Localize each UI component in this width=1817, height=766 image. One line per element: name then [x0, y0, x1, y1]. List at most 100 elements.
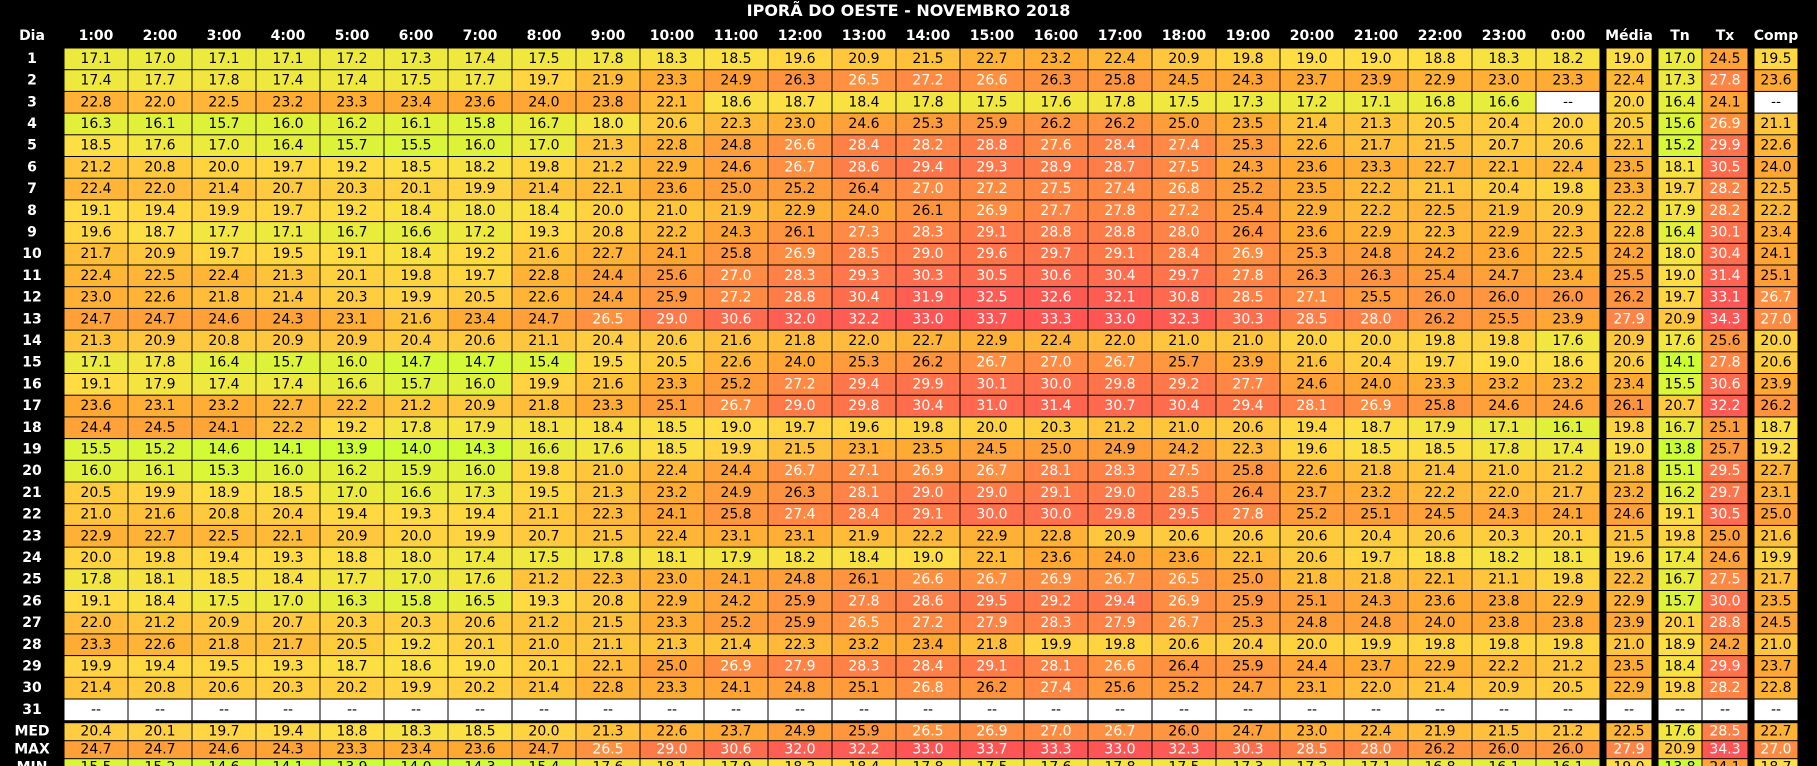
cell-value: 28.5 [848, 246, 879, 262]
day-label: 8 [27, 203, 37, 219]
heat-cell [512, 48, 576, 70]
cell-value: 17.8 [1104, 94, 1135, 110]
cell-value: 28.0 [1360, 311, 1391, 327]
heat-cell [576, 374, 640, 395]
cell-value: 27.4 [1168, 138, 1199, 154]
heat-cell [576, 352, 640, 373]
heat-cell [960, 48, 1024, 70]
cell-value: 16.2 [1664, 485, 1695, 501]
cell-value: 17.4 [1552, 441, 1583, 457]
column-header: 5:00 [335, 28, 370, 44]
column-header: 10:00 [650, 28, 695, 44]
cell-value: 17.1 [208, 51, 239, 67]
cell-value: 23.9 [1360, 73, 1391, 89]
cell-value: -- [411, 702, 421, 718]
heat-cell [320, 200, 384, 222]
heat-cell [1754, 723, 1798, 741]
heat-cell [960, 569, 1024, 590]
cell-value: 22.8 [1613, 224, 1644, 240]
cell-value: 16.2 [336, 116, 367, 132]
heat-cell [1658, 243, 1702, 265]
heat-cell [576, 200, 640, 222]
cell-value: 19.3 [272, 658, 303, 674]
cell-value: 25.4 [1232, 203, 1263, 219]
heat-cell [1280, 395, 1344, 417]
cell-value: 13.9 [336, 441, 367, 457]
cell-value: 33.0 [912, 742, 943, 758]
heat-cell [1754, 91, 1798, 113]
cell-value: 20.6 [1232, 528, 1263, 544]
day-label: 15 [22, 355, 41, 371]
day-label: 9 [27, 224, 37, 240]
heat-cell [896, 352, 960, 373]
cell-value: 21.9 [592, 73, 623, 89]
heat-cell [448, 439, 512, 460]
cell-value: 30.0 [1040, 507, 1071, 523]
cell-value: 16.0 [464, 463, 495, 479]
cell-value: -- [475, 702, 485, 718]
cell-value: 18.1 [656, 550, 687, 566]
cell-value: 14.1 [272, 760, 303, 766]
heat-cell [384, 48, 448, 70]
cell-value: 23.9 [1613, 615, 1644, 631]
heat-cell [192, 634, 256, 656]
cell-value: 24.1 [1552, 507, 1583, 523]
cell-value: 21.3 [592, 724, 623, 740]
heat-cell [1754, 200, 1798, 222]
cell-value: 19.8 [1488, 333, 1519, 349]
cell-value: 32.3 [1168, 311, 1199, 327]
cell-value: 15.7 [1664, 593, 1695, 609]
cell-value: 28.9 [1040, 159, 1071, 175]
cell-value: 29.2 [1168, 376, 1199, 392]
heat-cell [1658, 330, 1702, 352]
cell-value: 31.4 [1709, 268, 1740, 284]
cell-value: 21.7 [80, 246, 111, 262]
cell-value: 26.8 [912, 680, 943, 696]
heat-cell [448, 135, 512, 156]
cell-value: 25.8 [1424, 398, 1455, 414]
cell-value: 22.8 [656, 138, 687, 154]
cell-value: 21.5 [1488, 724, 1519, 740]
cell-value: 19.1 [80, 376, 111, 392]
heat-cell [1216, 460, 1280, 482]
heat-cell [768, 439, 832, 460]
heat-cell [832, 591, 896, 612]
cell-value: 25.3 [1232, 615, 1263, 631]
heat-cell [1754, 677, 1798, 699]
heat-cell [1088, 723, 1152, 741]
heat-cell [704, 591, 768, 612]
cell-value: 25.1 [1709, 420, 1740, 436]
day-label: 25 [22, 572, 41, 588]
cell-value: 22.3 [1552, 224, 1583, 240]
cell-value: 23.4 [464, 311, 495, 327]
heat-cell [1344, 395, 1408, 417]
cell-value: 24.7 [1232, 680, 1263, 696]
cell-value: 22.9 [1552, 593, 1583, 609]
cell-value: 22.0 [1360, 680, 1391, 696]
heat-cell [64, 330, 128, 352]
column-header: 3:00 [207, 28, 242, 44]
heat-cell [896, 417, 960, 439]
heat-cell [1702, 547, 1748, 569]
heat-cell [1024, 525, 1088, 547]
heat-cell [1152, 417, 1216, 439]
cell-value: 17.3 [464, 485, 495, 501]
cell-value: 22.3 [784, 637, 815, 653]
heat-cell [1472, 417, 1536, 439]
cell-value: 22.0 [144, 94, 175, 110]
heat-cell [1536, 48, 1600, 70]
heat-cell [128, 656, 192, 677]
cell-value: 21.0 [1488, 463, 1519, 479]
heat-cell [960, 308, 1024, 330]
cell-value: 28.2 [1709, 203, 1740, 219]
heat-cell [1344, 677, 1408, 699]
cell-value: 21.1 [528, 507, 559, 523]
cell-value: 20.3 [1488, 528, 1519, 544]
cell-value: 22.8 [528, 268, 559, 284]
cell-value: 29.5 [1168, 507, 1199, 523]
cell-value: 26.7 [976, 355, 1007, 371]
heat-cell [576, 504, 640, 525]
heat-cell [1024, 330, 1088, 352]
cell-value: 28.1 [1040, 658, 1071, 674]
heat-cell [128, 374, 192, 395]
